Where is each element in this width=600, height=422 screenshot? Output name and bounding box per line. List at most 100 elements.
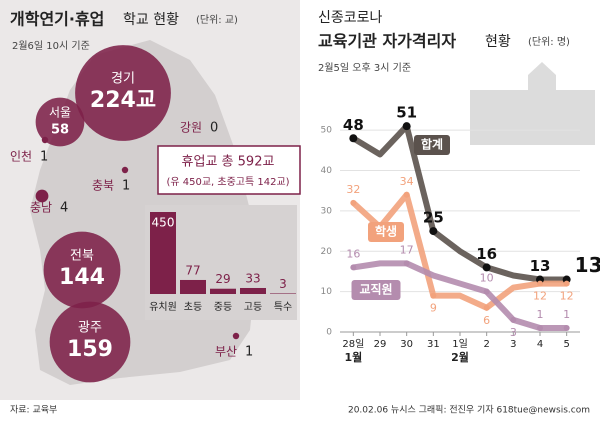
month-label: 2월 <box>451 350 469 364</box>
left-title-rest: 학교 현황 <box>123 12 179 28</box>
y-tick-label: 10 <box>321 287 333 297</box>
source: 자료: 교육부 <box>10 405 57 416</box>
point-label: 32 <box>346 183 360 196</box>
month-label: 1월 <box>344 350 362 364</box>
bar-category: 중등 <box>214 301 232 313</box>
bar-category: 고등 <box>244 301 262 313</box>
bar <box>210 288 236 294</box>
point <box>510 316 517 323</box>
point <box>483 304 490 311</box>
bubble <box>232 332 240 340</box>
line <box>351 123 567 283</box>
value-label: 4 <box>60 201 68 216</box>
right-note: 2월5일 오후 3시 기준 <box>318 62 411 74</box>
value-label: 0 <box>210 121 218 136</box>
y-tick-label: 20 <box>321 247 333 257</box>
bar <box>270 293 296 294</box>
point <box>403 191 410 198</box>
x-tick-label: 29 <box>374 339 387 350</box>
bubble <box>35 97 85 147</box>
point <box>537 280 543 287</box>
series-name: 교직원 <box>359 282 392 297</box>
bar-value: 29 <box>215 272 230 286</box>
bar-category: 유치원 <box>149 301 177 313</box>
series-name: 학생 <box>375 224 397 239</box>
point-label: 1 <box>563 308 570 321</box>
bubble <box>43 231 121 309</box>
value-label: 58 <box>51 123 69 138</box>
y-tick-label: 0 <box>326 328 332 338</box>
region-label: 부산 <box>215 345 237 359</box>
x-tick-label: 28일 <box>342 338 364 350</box>
bar <box>240 287 266 294</box>
region-label: 강원 <box>180 121 202 135</box>
bar-value: 77 <box>185 263 200 277</box>
point-label: 51 <box>396 104 417 122</box>
line <box>351 191 567 311</box>
point-label: 16 <box>346 247 360 260</box>
point-label: 17 <box>400 243 414 256</box>
region-label: 광주 <box>78 321 102 336</box>
x-tick-label: 3 <box>510 339 516 350</box>
left-note: 2월6일 10시 기준 <box>12 40 90 52</box>
point <box>483 288 490 295</box>
region-label: 인천 <box>10 149 32 164</box>
point <box>402 122 411 131</box>
value-label: 224교 <box>90 88 156 113</box>
region-label: 서울 <box>49 106 71 120</box>
y-tick-label: 40 <box>321 166 333 176</box>
bar-value: 33 <box>245 271 260 285</box>
bubble <box>49 301 131 383</box>
callout-box <box>157 145 301 195</box>
bubble <box>35 189 49 203</box>
series-tag <box>414 135 450 155</box>
x-tick-label: 1일 <box>452 338 468 350</box>
region-label: 경기 <box>111 72 135 87</box>
point-label: 10 <box>480 272 494 285</box>
bar-value: 3 <box>279 277 287 291</box>
point-label: 25 <box>423 209 444 227</box>
point-label: 48 <box>343 116 364 134</box>
x-tick-label: 2 <box>483 339 489 350</box>
line <box>352 260 567 331</box>
bar <box>150 212 176 294</box>
bar <box>180 279 206 294</box>
point <box>563 280 570 287</box>
x-tick-label: 30 <box>400 339 413 350</box>
point <box>482 263 491 272</box>
right-title: 교육기관 자가격리자 <box>318 32 456 51</box>
value-label: 1 <box>245 345 253 360</box>
series-tag <box>351 280 401 300</box>
y-tick-label: 30 <box>321 206 333 216</box>
left-unit: (단위: 교) <box>196 13 238 26</box>
value-label: 159 <box>67 337 113 362</box>
right-title-rest: 현황 <box>485 34 511 50</box>
left-title: 개학연기·휴업 <box>10 10 104 29</box>
callout-main: 휴업교 총 592교 <box>182 155 275 170</box>
series-tag <box>368 222 404 242</box>
bubble <box>41 136 49 144</box>
credit: 20.02.06 뉴시스 그래픽: 전진우 기자 618tue@newsis.c… <box>348 405 590 416</box>
region-label: 충북 <box>92 179 114 193</box>
right-unit: (단위: 명) <box>528 35 570 48</box>
value-label: 1 <box>122 179 130 194</box>
point-label: 6 <box>483 314 490 327</box>
region-label: 충남 <box>30 201 52 215</box>
point-label: 34 <box>400 175 414 188</box>
bar-category: 특수 <box>274 301 292 313</box>
point <box>350 264 357 271</box>
series-name: 합계 <box>421 137 443 152</box>
x-tick-label: 31 <box>427 339 440 350</box>
point-label: 9 <box>430 302 437 315</box>
y-tick-label: 50 <box>321 126 333 136</box>
point-label: 3 <box>510 326 517 339</box>
x-tick-label: 4 <box>537 339 543 350</box>
bubble <box>75 45 171 141</box>
bar-value: 450 <box>152 216 175 230</box>
point-label: 1 <box>537 308 544 321</box>
point-label: 13명 <box>575 253 600 277</box>
building-icon <box>470 62 595 145</box>
x-tick-label: 5 <box>563 339 569 350</box>
value-label: 144 <box>59 265 105 290</box>
